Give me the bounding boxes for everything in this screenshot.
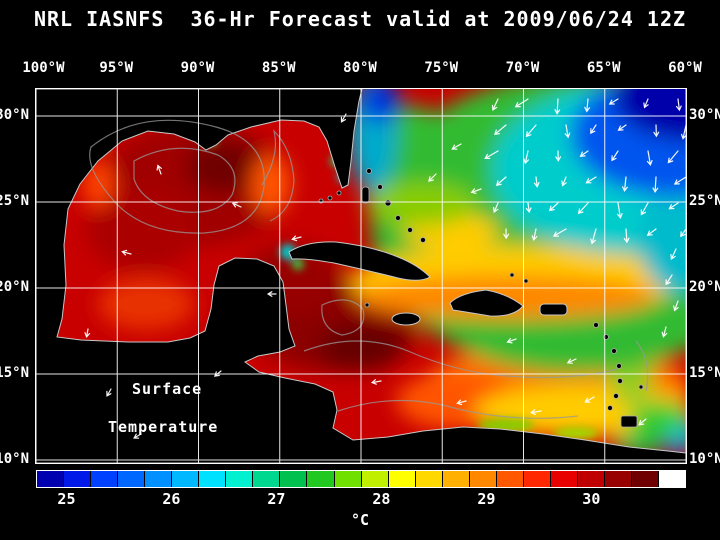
lon-tick: 95°W [99,60,134,76]
lon-tick: 85°W [261,60,296,76]
colorbar-segment [90,471,118,487]
latitude-axis-left: 30°N 25°N 20°N 15°N 10°N [0,88,31,467]
land-jamaica [391,312,421,326]
map-overlay-label-line1: Surface [132,380,203,398]
colorbar-segment [387,471,415,487]
lat-tick-left: 15°N [0,365,29,381]
colorbar-segment [333,471,361,487]
longitude-axis: 100°W 95°W 90°W 85°W 80°W 75°W 70°W 65°W 60°W [22,60,702,78]
colorbar-segment [252,471,280,487]
sst-map: Surface Temperature [35,88,687,464]
lon-tick: 60°W [668,60,702,76]
latitude-axis-right: 30°N 25°N 20°N 15°N 10°N [689,88,720,467]
land-cuba [288,241,431,281]
colorbar-segment [225,471,253,487]
colorbar-segment [576,471,604,487]
lat-tick-left: 10°N [0,451,29,467]
lat-tick-right: 15°N [689,365,720,381]
colorbar-tick: 29 [477,490,496,508]
lon-tick: 75°W [424,60,459,76]
lat-tick-left: 20°N [0,279,29,295]
map-overlay-label-line2: Temperature [108,418,219,436]
colorbar-tick: 27 [267,490,286,508]
figure-title: NRL IASNFS 36-Hr Forecast valid at 2009/… [33,7,687,31]
sst-contour-lines [89,119,649,419]
colorbar-segment [414,471,442,487]
colorbar-segment [468,471,496,487]
colorbar-tick: 26 [162,490,181,508]
colorbar-segment [144,471,172,487]
colorbar-segment [631,471,659,487]
lat-lon-grid [36,89,686,463]
colorbar-segment [549,471,577,487]
current-vector-arrows [84,98,686,439]
colorbar-segment [603,471,632,487]
lat-tick-right: 20°N [689,279,720,295]
lat-tick-right: 30°N [689,107,720,123]
colorbar-segment [171,471,199,487]
colorbar-tick: 28 [372,490,391,508]
land-puerto-rico [539,303,568,316]
lon-tick: 90°W [180,60,215,76]
colorbar-tick: 30 [582,490,601,508]
lon-tick: 80°W [343,60,377,76]
colorbar-segment [441,471,469,487]
colorbar-tick: 25 [57,490,76,508]
colorbar-tick-labels: 25 26 27 28 29 30 [36,490,684,508]
lat-tick-right: 10°N [689,451,720,467]
colorbar-segment [306,471,334,487]
lon-tick: 70°W [505,60,540,76]
colorbar-segment [37,471,64,487]
lat-tick-left: 30°N [0,107,29,123]
lon-tick: 65°W [586,60,621,76]
land-hispaniola [449,289,524,317]
colorbar-segment [522,471,550,487]
colorbar-segment [279,471,307,487]
colorbar-segment [198,471,226,487]
colorbar-segment [360,471,388,487]
lat-tick-right: 25°N [689,193,720,209]
lat-tick-left: 25°N [0,193,29,209]
colorbar-segment [63,471,91,487]
colorbar-segment [495,471,523,487]
colorbar-segment [117,471,145,487]
lon-tick: 100°W [22,60,65,76]
sst-map-canvas [36,89,686,463]
colorbar-unit: °C [350,511,370,529]
colorbar-segment [658,471,686,487]
colorbar [36,470,686,488]
